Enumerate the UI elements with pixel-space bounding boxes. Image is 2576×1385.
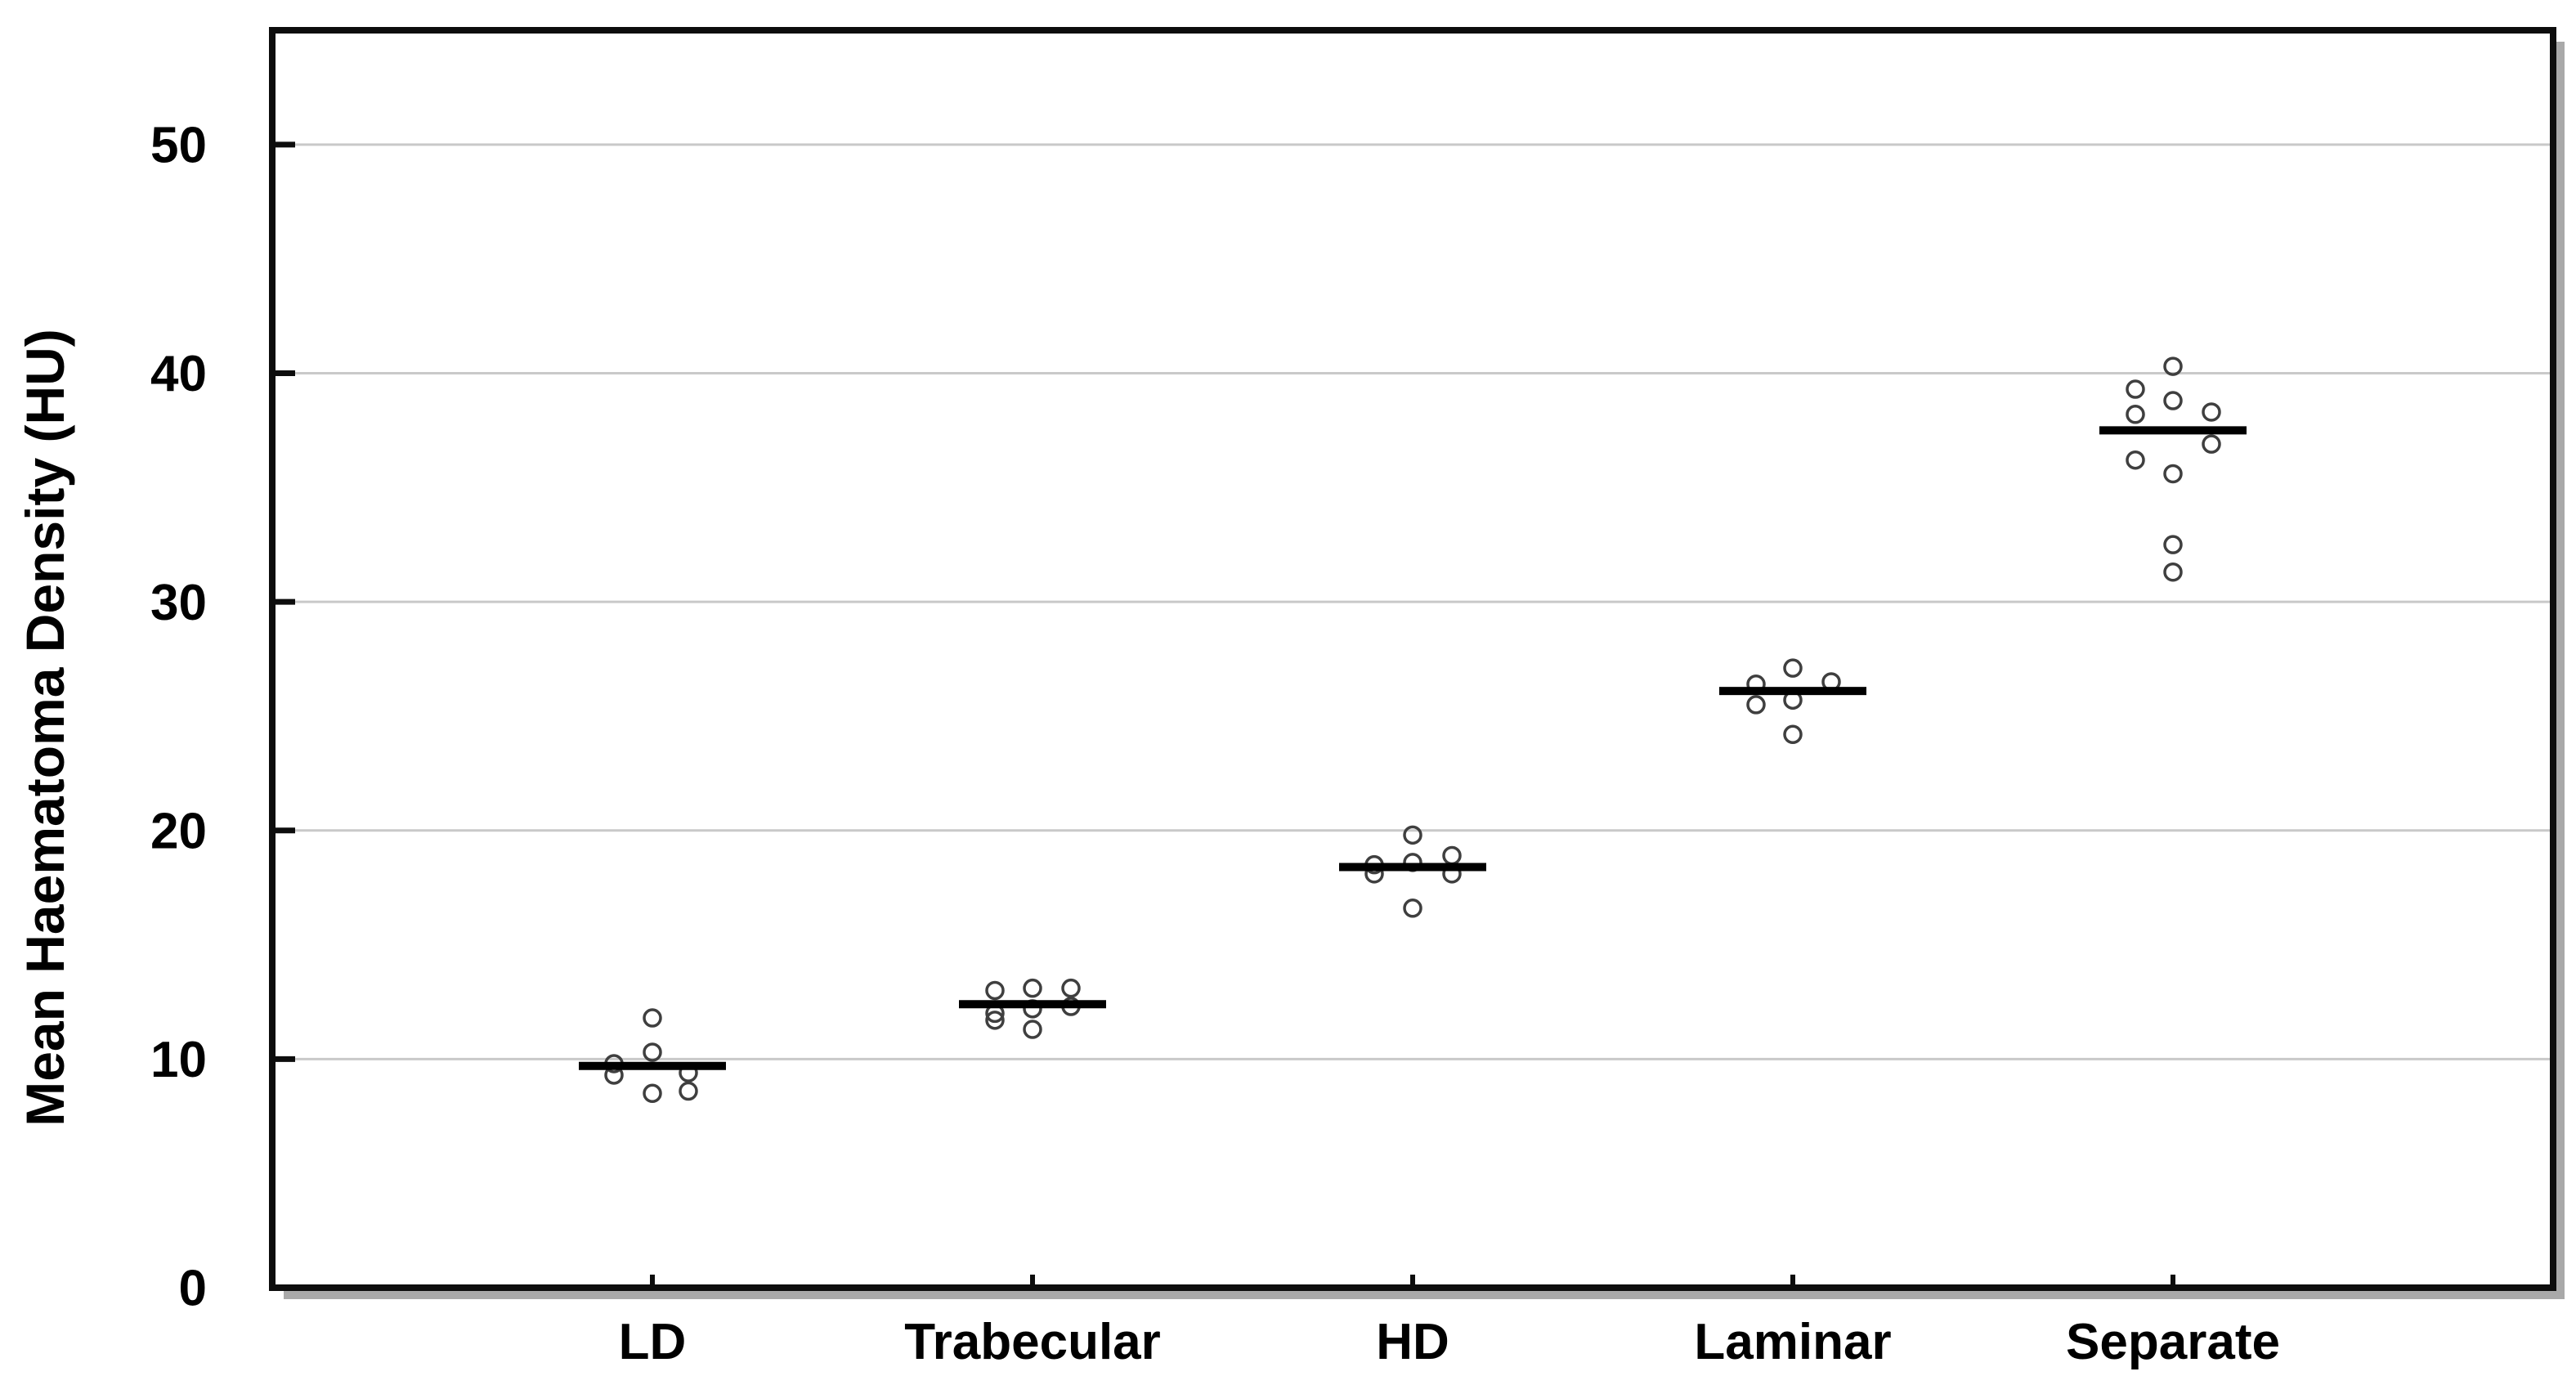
x-axis-label-hd: HD	[1376, 1314, 1449, 1370]
y-tick-label: 20	[150, 803, 207, 859]
median-line-laminar	[1719, 687, 1866, 696]
data-point-separate	[2202, 434, 2221, 454]
data-point-ld	[643, 1083, 662, 1104]
median-line-separate	[2099, 426, 2247, 435]
y-tick-label: 40	[150, 346, 207, 402]
data-point-ld	[643, 1042, 662, 1062]
x-axis-label-laminar: Laminar	[1694, 1314, 1891, 1370]
data-point-separate	[2163, 391, 2183, 410]
plot-area	[272, 30, 2553, 1288]
data-point-separate	[2163, 562, 2183, 582]
x-axis-label-separate: Separate	[2066, 1314, 2280, 1370]
data-point-separate	[2163, 464, 2183, 484]
data-point-trabecular	[1061, 978, 1081, 998]
data-point-separate	[2202, 402, 2221, 422]
data-point-ld	[679, 1081, 698, 1101]
median-line-hd	[1339, 863, 1486, 872]
y-tick-label: 10	[150, 1032, 207, 1088]
data-point-laminar	[1783, 658, 1803, 678]
data-point-trabecular	[985, 1011, 1005, 1030]
x-axis-label-trabecular: Trabecular	[904, 1314, 1161, 1370]
data-point-separate	[2163, 356, 2183, 376]
data-point-separate	[2126, 405, 2145, 424]
data-point-laminar	[1746, 695, 1766, 715]
y-axis-title: Mean Haematoma Density (HU)	[15, 329, 75, 1127]
data-point-laminar	[1783, 724, 1803, 745]
data-point-trabecular	[985, 980, 1005, 1001]
data-point-hd	[1403, 899, 1422, 918]
data-point-hd	[1403, 825, 1422, 845]
x-axis-label-ld: LD	[619, 1314, 687, 1370]
data-point-trabecular	[1023, 978, 1042, 998]
data-point-separate	[2126, 379, 2145, 399]
data-point-ld	[643, 1008, 662, 1028]
median-line-trabecular	[959, 1000, 1106, 1009]
y-tick-label: 50	[150, 118, 207, 174]
plot-border	[269, 27, 2556, 1291]
data-point-trabecular	[1023, 1020, 1042, 1039]
y-tick-label: 0	[179, 1261, 207, 1317]
median-line-ld	[579, 1061, 726, 1070]
data-point-separate	[2126, 450, 2145, 470]
y-tick-label: 30	[150, 575, 207, 631]
data-point-separate	[2163, 535, 2183, 554]
